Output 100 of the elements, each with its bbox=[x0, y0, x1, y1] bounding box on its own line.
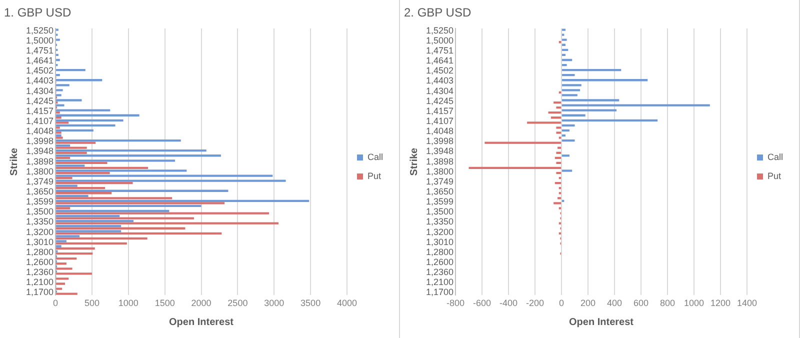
y-tick-label: 1,3500 bbox=[26, 206, 54, 217]
bar bbox=[56, 154, 221, 157]
bar bbox=[562, 84, 582, 86]
bar bbox=[56, 124, 116, 127]
bar bbox=[56, 99, 82, 102]
y-tick-label: 1,3200 bbox=[426, 226, 454, 237]
y-tick-label: 1,4304 bbox=[26, 86, 54, 96]
bar bbox=[56, 214, 120, 218]
bar bbox=[56, 116, 62, 119]
bar bbox=[56, 204, 202, 208]
bar bbox=[56, 68, 86, 72]
y-tick-label: 1,4157 bbox=[26, 106, 54, 116]
bar bbox=[56, 252, 93, 255]
bar bbox=[56, 129, 94, 132]
bar bbox=[562, 74, 575, 76]
bar bbox=[56, 144, 70, 147]
bar bbox=[556, 172, 562, 174]
bar bbox=[562, 94, 578, 96]
bar bbox=[562, 134, 566, 137]
legend-label: Call bbox=[367, 152, 384, 162]
y-tick-label: 1,3749 bbox=[26, 176, 54, 186]
y-tick-label: 1,2100 bbox=[426, 277, 454, 288]
x-tick-label: 0 bbox=[53, 298, 58, 308]
bar bbox=[562, 109, 616, 112]
x-tick-label: -800 bbox=[446, 298, 465, 308]
x-axis-title: Open Interest bbox=[569, 316, 634, 328]
bar bbox=[562, 64, 567, 66]
bar bbox=[56, 170, 187, 172]
x-axis-title: Open Interest bbox=[169, 316, 234, 328]
x-tick-label: 2500 bbox=[228, 298, 248, 308]
y-tick-label: 1,3010 bbox=[26, 236, 54, 247]
bar bbox=[56, 288, 62, 290]
bar bbox=[56, 134, 62, 137]
y-tick-label: 1,3200 bbox=[26, 226, 54, 237]
x-tick-label: 1400 bbox=[736, 298, 758, 308]
bar bbox=[562, 129, 570, 132]
y-tick-label: 1,3948 bbox=[426, 146, 454, 156]
y-tick-label: 1,3898 bbox=[26, 156, 54, 166]
y-axis-title: Strike bbox=[8, 147, 20, 176]
y-tick-label: 1,4048 bbox=[426, 126, 454, 136]
y-tick-label: 1,4502 bbox=[26, 66, 54, 76]
bar bbox=[56, 194, 88, 197]
y-tick-label: 1,4641 bbox=[26, 56, 54, 66]
y-tick-label: 1,3500 bbox=[426, 206, 454, 217]
bar bbox=[56, 94, 62, 96]
x-tick-label: 400 bbox=[606, 298, 622, 308]
bar bbox=[56, 114, 140, 116]
y-tick-label: 1,3800 bbox=[426, 166, 454, 176]
bar bbox=[554, 182, 562, 184]
bar bbox=[554, 202, 562, 204]
bar bbox=[56, 142, 96, 144]
y-tick-label: 1,4048 bbox=[26, 126, 54, 136]
y-tick-label: 1,4751 bbox=[26, 46, 54, 56]
bar bbox=[562, 54, 566, 56]
bar bbox=[527, 122, 562, 124]
bar bbox=[556, 152, 562, 154]
y-tick-label: 1,5000 bbox=[426, 35, 454, 46]
bar bbox=[56, 292, 78, 295]
y-tick-label: 1,5250 bbox=[426, 25, 454, 36]
y-tick-label: 1,3800 bbox=[26, 166, 54, 176]
bar bbox=[562, 170, 572, 172]
bar bbox=[562, 119, 658, 122]
bar bbox=[562, 79, 648, 82]
y-tick-label: 1,2360 bbox=[426, 267, 454, 278]
y-tick-label: 1,2600 bbox=[426, 256, 454, 267]
x-tick-label: -400 bbox=[500, 298, 518, 308]
bar bbox=[562, 44, 566, 46]
legend-label: Put bbox=[767, 170, 782, 181]
bar bbox=[562, 114, 586, 116]
y-tick-label: 1,2100 bbox=[26, 277, 54, 288]
bar bbox=[56, 237, 148, 240]
bar bbox=[562, 28, 566, 31]
bar bbox=[558, 197, 562, 200]
bar bbox=[56, 152, 87, 154]
bar bbox=[56, 212, 270, 214]
bar bbox=[562, 58, 572, 62]
bar bbox=[562, 38, 567, 41]
bar bbox=[56, 79, 102, 82]
bar bbox=[56, 227, 186, 230]
bar bbox=[56, 207, 70, 210]
bar bbox=[56, 89, 63, 92]
y-tick-label: 1,4245 bbox=[426, 96, 454, 106]
bar bbox=[56, 222, 278, 224]
y-tick-label: 1,3599 bbox=[426, 196, 454, 207]
bar bbox=[562, 89, 580, 92]
x-tick-label: 500 bbox=[84, 298, 100, 308]
bar bbox=[56, 166, 148, 170]
bar bbox=[56, 258, 77, 260]
bar bbox=[562, 139, 575, 142]
y-tick-label: 1,4403 bbox=[26, 76, 54, 86]
bar bbox=[56, 192, 112, 194]
bar bbox=[56, 180, 286, 182]
bar bbox=[56, 200, 310, 202]
bar bbox=[56, 247, 95, 250]
y-tick-label: 1,1700 bbox=[26, 287, 54, 298]
y-tick-label: 1,3948 bbox=[26, 146, 54, 156]
x-tick-label: 4000 bbox=[336, 298, 358, 308]
bar bbox=[558, 136, 562, 139]
chart-title: 2. GBP USD bbox=[404, 6, 472, 20]
bar bbox=[56, 268, 72, 270]
